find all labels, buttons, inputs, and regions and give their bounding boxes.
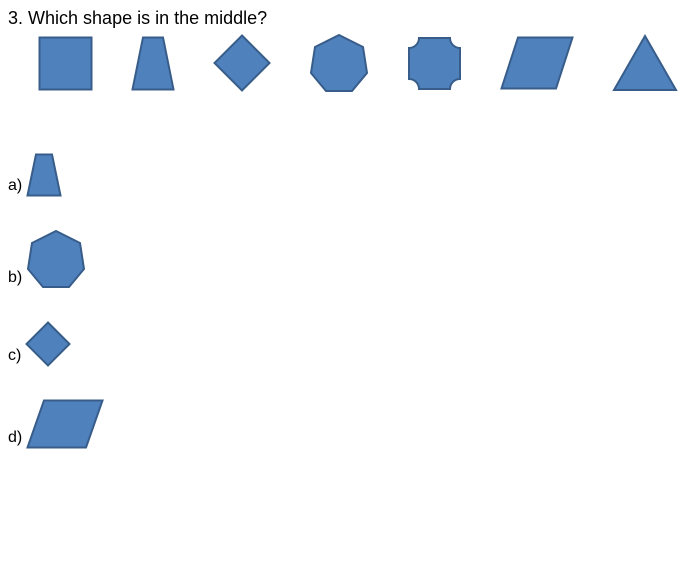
question-number: 3. xyxy=(8,8,23,28)
option-b[interactable]: b) xyxy=(8,229,680,289)
notched-square-shape xyxy=(407,36,462,91)
parallelogram-icon xyxy=(26,399,104,449)
option-d[interactable]: d) xyxy=(8,399,680,449)
option-label: b) xyxy=(8,269,22,289)
parallelogram-shape xyxy=(500,36,574,90)
heptagon-shape xyxy=(309,33,369,93)
shapes-row xyxy=(8,33,680,93)
option-label: d) xyxy=(8,429,22,449)
heptagon-icon xyxy=(26,229,86,289)
trapezoid-icon xyxy=(26,153,62,197)
square-shape xyxy=(38,36,93,91)
option-label: c) xyxy=(8,347,21,367)
option-c[interactable]: c) xyxy=(8,321,680,367)
question-text: 3. Which shape is in the middle? xyxy=(8,8,680,29)
trapezoid-shape xyxy=(131,36,175,91)
question-prompt: Which shape is in the middle? xyxy=(28,8,267,28)
diamond-shape xyxy=(213,34,271,92)
option-a[interactable]: a) xyxy=(8,153,680,197)
diamond-icon xyxy=(25,321,71,367)
option-label: a) xyxy=(8,177,22,197)
triangle-shape xyxy=(612,34,678,92)
